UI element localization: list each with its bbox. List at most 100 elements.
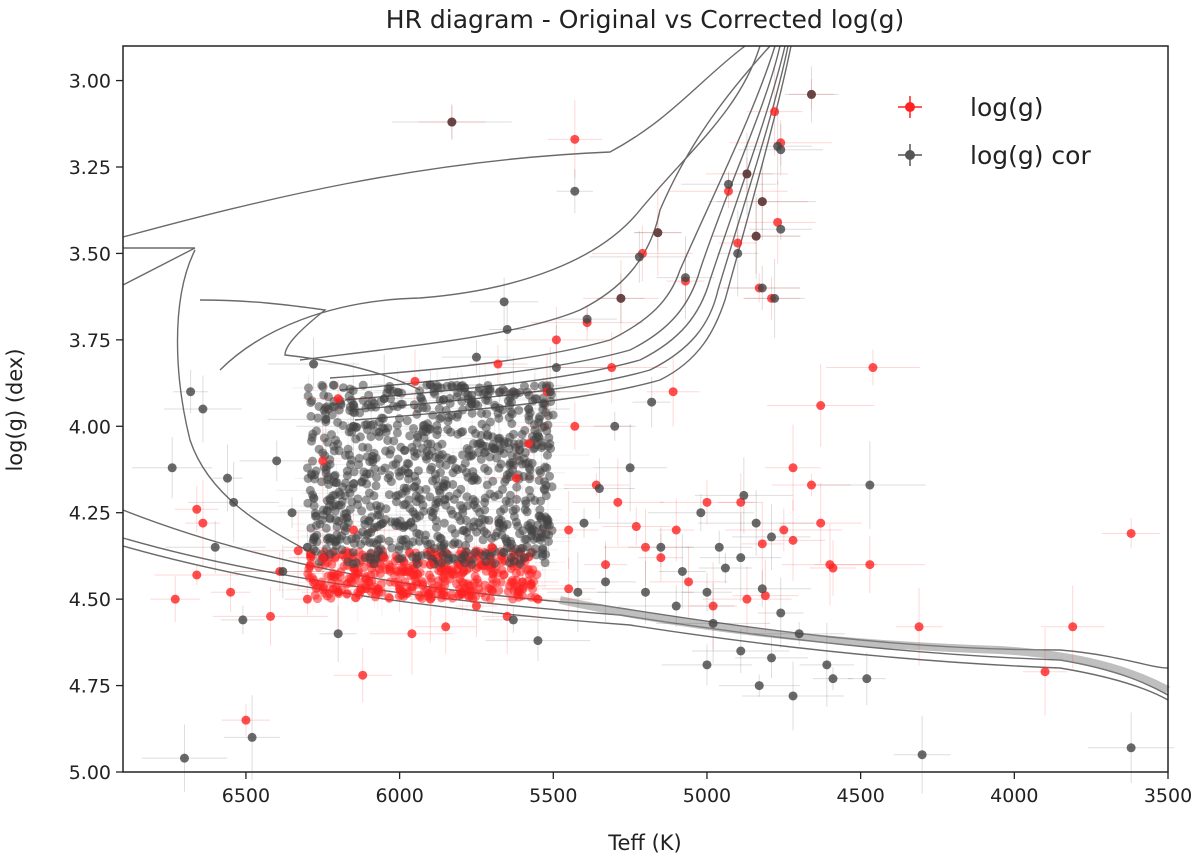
cluster-point (456, 501, 466, 511)
cluster-point (349, 467, 359, 477)
cluster-point (453, 388, 463, 398)
point-logg (487, 542, 497, 552)
cluster-point (386, 394, 396, 404)
point-logg-cor (733, 248, 743, 258)
cluster-point (425, 492, 435, 502)
point-logg-cor (865, 480, 875, 490)
point-logg-cor (736, 646, 746, 656)
cluster-point (396, 399, 406, 409)
cluster-point (447, 380, 457, 390)
isochrone-curve (299, 45, 771, 361)
point-logg (198, 518, 208, 528)
legend-entry-logg-cor: log(g) cor (898, 141, 1091, 170)
y-axis-ticks: 3.00 3.25 3.50 3.75 4.00 4.25 4.50 4.75 5.00 (69, 71, 123, 784)
cluster-point (496, 507, 506, 517)
cluster-point (371, 481, 381, 491)
cluster-point (363, 443, 373, 453)
cluster-point (542, 426, 552, 436)
cluster-point (481, 557, 491, 567)
cluster-point (305, 561, 315, 571)
cluster-point (431, 474, 441, 484)
cluster-point (419, 559, 429, 569)
cluster-point (438, 590, 448, 600)
cluster-point (494, 490, 504, 500)
point-logg-cor (754, 681, 764, 691)
isochrone-curve (219, 45, 761, 371)
cluster-point (431, 516, 441, 526)
point-logg-cor (545, 387, 555, 397)
cluster-point (383, 435, 393, 445)
cluster-point (492, 568, 502, 578)
cluster-point (365, 538, 375, 548)
cluster-point (355, 432, 365, 442)
point-logg (395, 584, 405, 594)
cluster-point (328, 380, 338, 390)
cluster-point (303, 498, 313, 508)
cluster-point (514, 439, 524, 449)
cluster-point (319, 390, 329, 400)
cluster-point (306, 398, 316, 408)
cluster-point (467, 390, 477, 400)
cluster-point (488, 476, 498, 486)
cluster-point (481, 592, 491, 602)
y-tick-label: 4.75 (69, 676, 111, 698)
cluster-point (530, 544, 540, 554)
point-logg-cor (302, 542, 312, 552)
cluster-point (446, 505, 456, 515)
cluster-point (418, 397, 428, 407)
cluster-point (387, 543, 397, 553)
cluster-point (372, 472, 382, 482)
point-logg (816, 518, 826, 528)
cluster-point (439, 518, 449, 528)
point-logg (865, 560, 875, 570)
cluster-point (309, 533, 319, 543)
point-logg (293, 546, 303, 556)
cluster-point (490, 559, 500, 569)
cluster-point (542, 450, 552, 460)
cluster-point (435, 450, 445, 460)
cluster-point (314, 401, 324, 411)
cluster-point (417, 594, 427, 604)
point-logg-cor (210, 542, 220, 552)
point-logg (364, 577, 374, 587)
cluster-point (478, 389, 488, 399)
point-logg-cor (499, 297, 509, 307)
y-tick-label: 3.25 (69, 157, 111, 179)
point-logg-cor (321, 414, 331, 424)
point-logg (816, 401, 826, 411)
point-logg-cor (502, 324, 512, 334)
cluster-point (318, 382, 328, 392)
cluster-point (311, 426, 321, 436)
point-logg-cor (508, 615, 518, 625)
cluster-point (317, 577, 327, 587)
cluster-point (496, 577, 506, 587)
point-logg-cor (653, 228, 663, 238)
point-logg-cor (788, 691, 798, 701)
point-logg (1126, 528, 1136, 538)
cluster-point (386, 477, 396, 487)
cluster-point (402, 416, 412, 426)
cluster-point (313, 413, 323, 423)
point-logg-cor (272, 456, 282, 466)
cluster-point (538, 524, 548, 534)
cluster-point (524, 390, 534, 400)
cluster-point (429, 543, 439, 553)
point-logg-cor (862, 674, 872, 684)
cluster-point (370, 464, 380, 474)
cluster-point (540, 558, 550, 568)
cluster-point (317, 477, 327, 487)
cluster-point (468, 555, 478, 565)
cluster-point (388, 401, 398, 411)
cluster-point (502, 538, 512, 548)
point-logg-cor (634, 252, 644, 262)
cluster-point (433, 425, 443, 435)
isochrone-curve (329, 45, 776, 379)
cluster-point (344, 391, 354, 401)
point-logg (170, 594, 180, 604)
point-logg (868, 363, 878, 373)
cluster-point (336, 567, 346, 577)
cluster-point (328, 491, 338, 501)
cluster-point (426, 577, 436, 587)
cluster-point (465, 522, 475, 532)
cluster-point (528, 565, 538, 575)
